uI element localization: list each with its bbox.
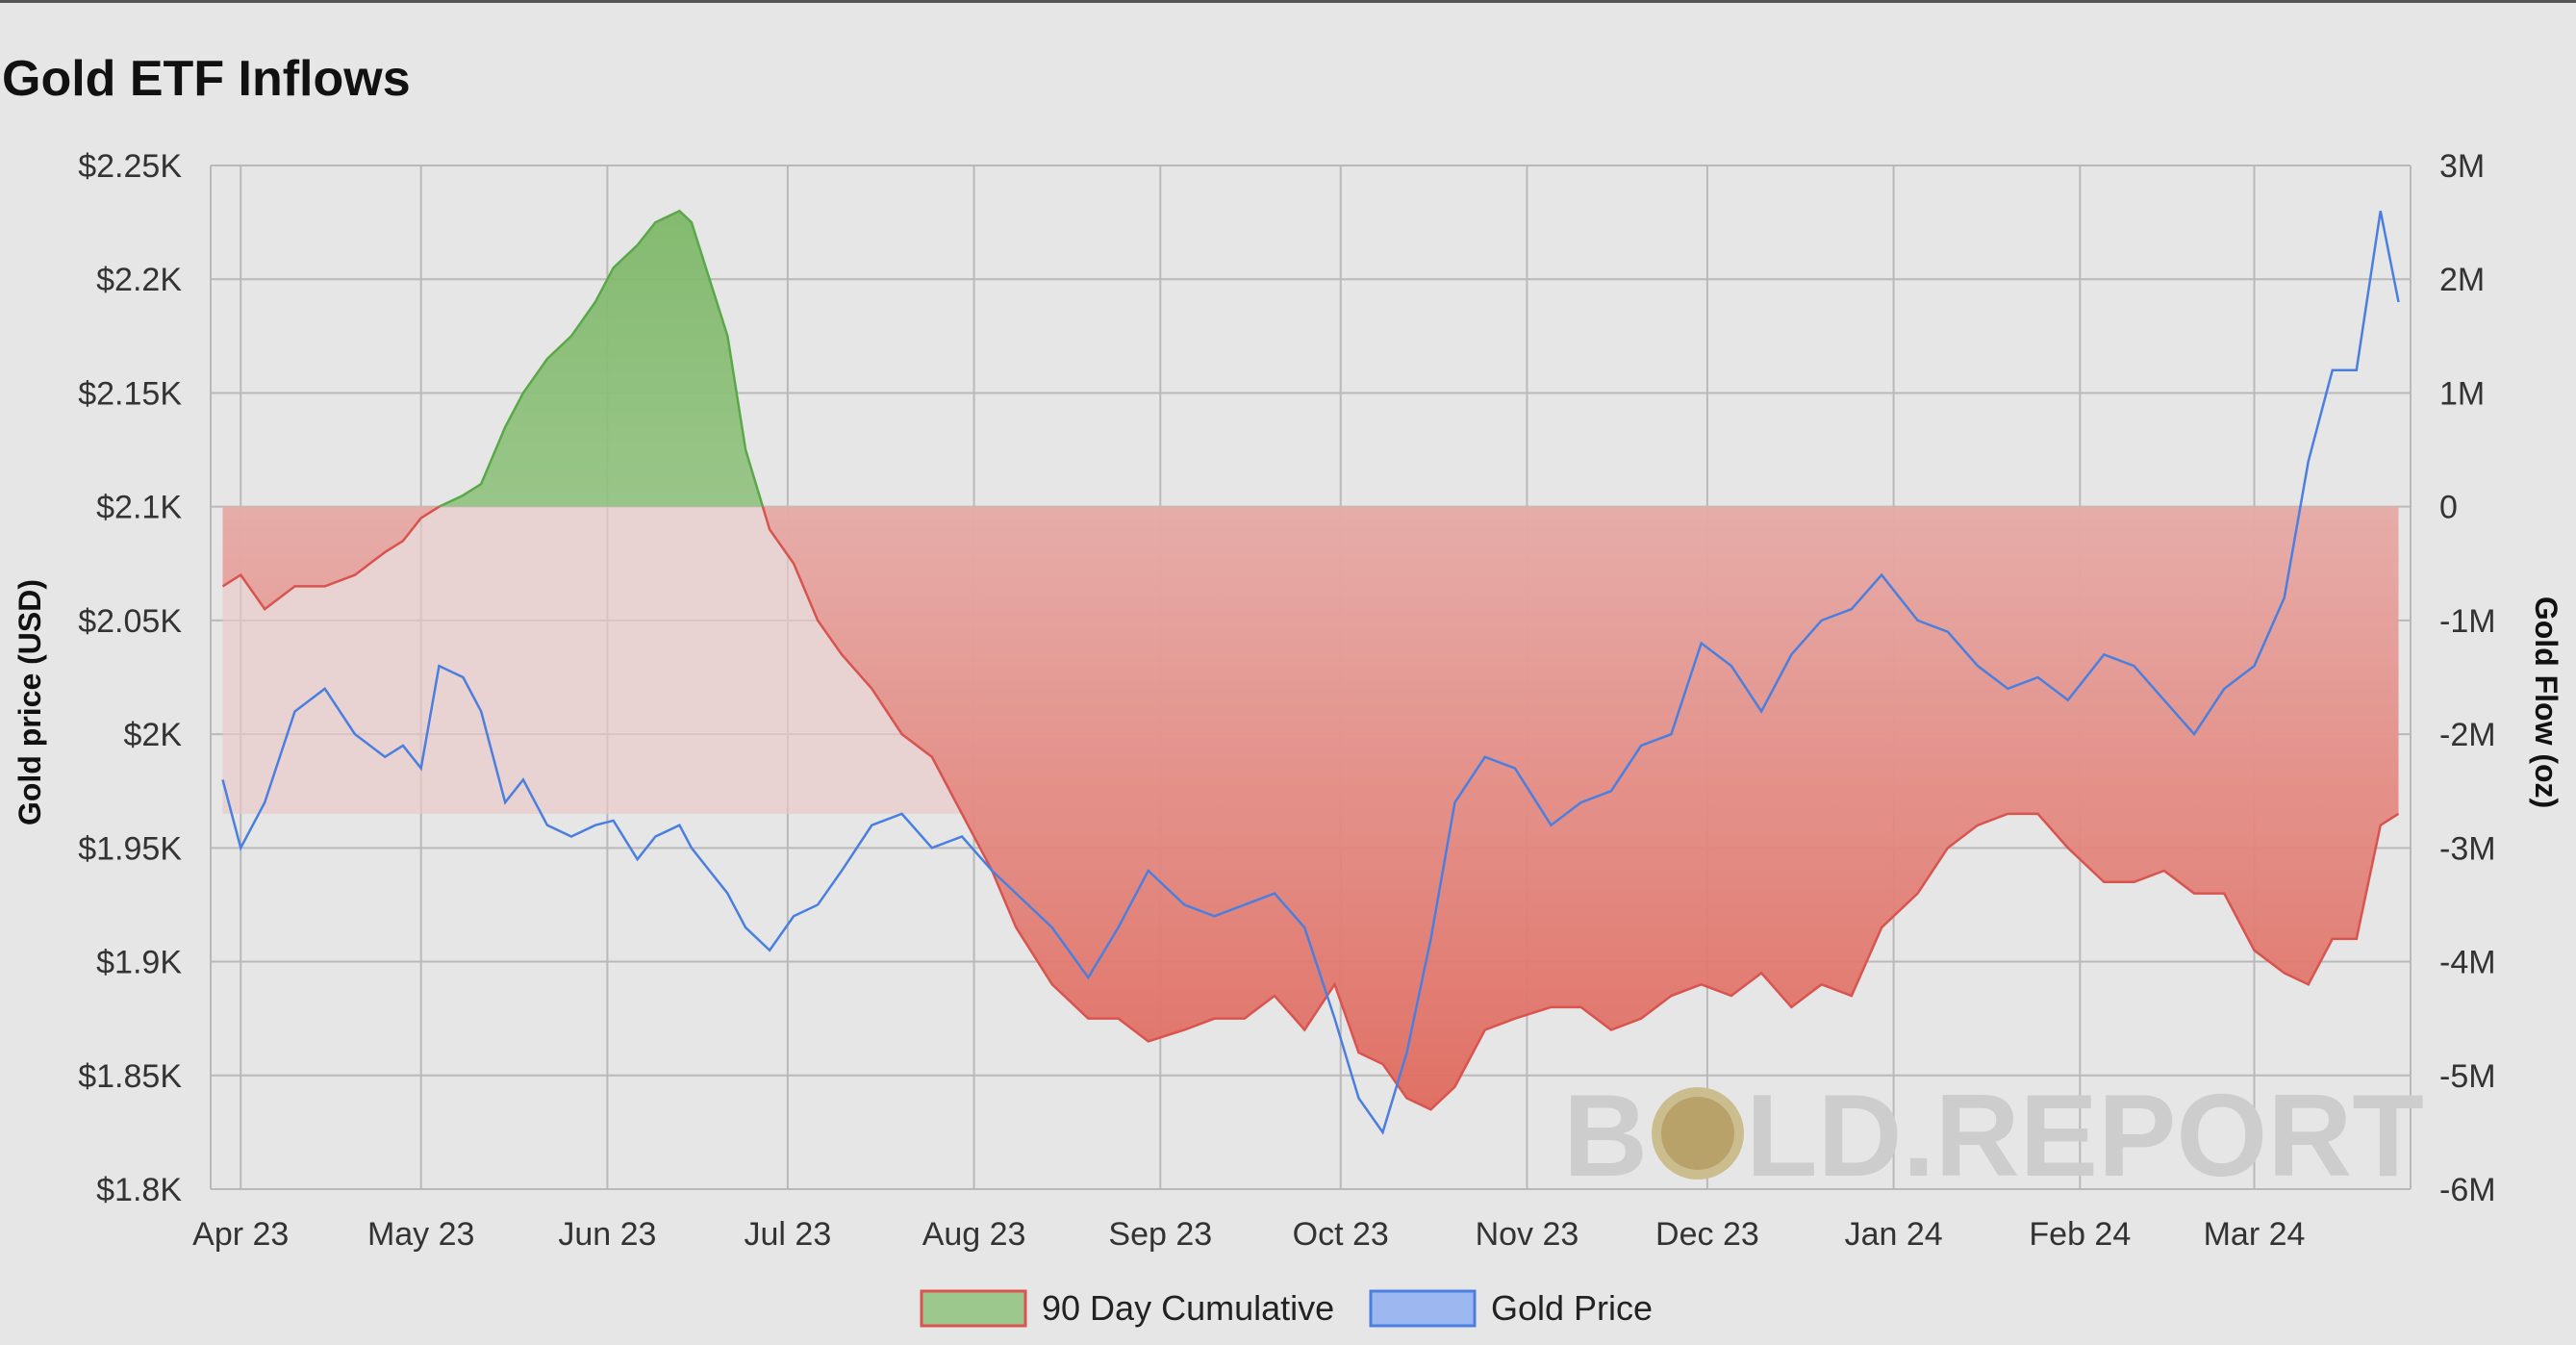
legend-swatch-cumulative (920, 1289, 1027, 1328)
y2-tick-label: -6M (2439, 1172, 2496, 1208)
y2-tick-label: 3M (2439, 148, 2485, 185)
y-tick-labels: $2.25K $2.2K $2.15K $2.1K $2.05K $2K $1.95K $1.… (78, 148, 182, 1208)
y2-tick-label: 2M (2439, 262, 2485, 298)
y2-tick-label: -4M (2439, 945, 2496, 981)
y2-tick-label: -2M (2439, 717, 2496, 753)
chart-title: Gold ETF Inflows (2, 51, 411, 107)
flow-line-negative (221, 506, 2400, 1111)
legend-label-price: Gold Price (1491, 1288, 1653, 1328)
y2-tick-label: 1M (2439, 375, 2485, 412)
y-tick-label: $1.85K (78, 1058, 182, 1095)
y-tick-label: $2.15K (78, 375, 182, 412)
x-tick-labels: Apr 23 May 23 Jun 23 Jul 23 Aug 23 Sep 23 Oct … (192, 1216, 2305, 1253)
x-tick-label: Sep 23 (1108, 1216, 1212, 1253)
x-tick-label: Apr 23 (192, 1216, 289, 1253)
y2-tick-label: -5M (2439, 1058, 2496, 1095)
y2-axis-title: Gold Flow (oz) (2529, 596, 2563, 808)
x-tick-label: Mar 24 (2204, 1216, 2306, 1253)
legend: 90 Day Cumulative Gold Price (920, 1288, 1653, 1328)
flow-series (221, 209, 2400, 1111)
watermark-text-right: LD.REPORT (1746, 1070, 2424, 1201)
watermark-coin-icon (1652, 1087, 1744, 1180)
x-tick-label: Dec 23 (1655, 1216, 1759, 1253)
legend-item-cumulative[interactable]: 90 Day Cumulative (920, 1288, 1334, 1328)
y-tick-label: $2.2K (96, 262, 182, 298)
x-tick-label: Oct 23 (1293, 1216, 1389, 1253)
y2-tick-label: -3M (2439, 830, 2496, 867)
top-border (0, 0, 2576, 3)
legend-label-cumulative: 90 Day Cumulative (1042, 1288, 1334, 1328)
flow-area-negative (222, 506, 2399, 1110)
flow-area-positive (439, 211, 763, 507)
y-tick-label: $1.95K (78, 830, 182, 867)
x-tick-label: May 23 (367, 1216, 475, 1253)
flow-line-positive (437, 209, 765, 507)
x-tick-label: Jan 24 (1845, 1216, 1943, 1253)
x-tick-label: Nov 23 (1476, 1216, 1579, 1253)
y-tick-label: $2.25K (78, 148, 182, 185)
y-tick-label: $2K (124, 717, 183, 753)
y-axis-title: Gold price (USD) (13, 579, 47, 825)
y-tick-label: $1.8K (96, 1172, 182, 1208)
x-tick-label: Jun 23 (558, 1216, 656, 1253)
y-tick-label: $2.1K (96, 490, 182, 526)
y-tick-label: $1.9K (96, 945, 182, 981)
y2-tick-labels: 3M 2M 1M 0 -1M -2M -3M -4M -5M -6M (2439, 148, 2496, 1208)
y-tick-label: $2.05K (78, 603, 182, 640)
watermark-text-left: B (1563, 1070, 1648, 1201)
price-series (221, 211, 2400, 1135)
legend-item-price[interactable]: Gold Price (1369, 1288, 1653, 1328)
legend-swatch-price (1369, 1289, 1477, 1328)
y2-tick-label: 0 (2439, 490, 2458, 526)
x-tick-label: Aug 23 (922, 1216, 1026, 1253)
price-line (221, 211, 2400, 1135)
y2-tick-label: -1M (2439, 603, 2496, 640)
watermark: B LD.REPORT (1563, 1070, 2424, 1201)
x-tick-label: Feb 24 (2029, 1216, 2131, 1253)
x-tick-label: Jul 23 (745, 1216, 832, 1253)
